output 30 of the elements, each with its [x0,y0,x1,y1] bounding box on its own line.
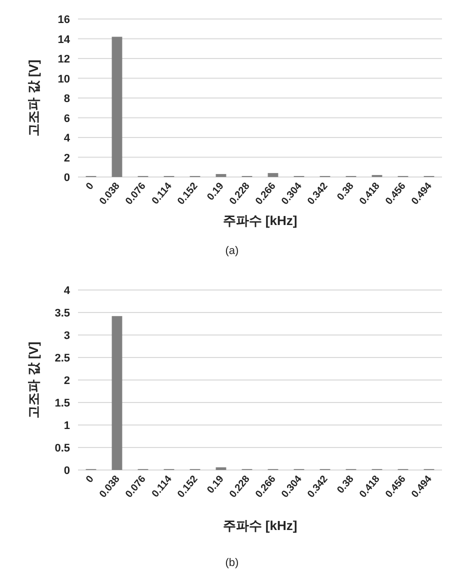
x-tick-label: 0 [84,474,97,486]
y-axis-title: 고조파 값 [V] [26,60,41,136]
y-tick-label: 8 [64,93,70,105]
y-tick-label: 1 [64,420,70,432]
x-axis-title: 주파수 [kHz] [222,213,298,228]
y-tick-label: 0.5 [54,442,70,454]
y-tick-label: 3 [64,330,70,342]
y-tick-label: 2.5 [54,352,70,364]
y-tick-label: 4 [64,285,71,297]
y-axis-title: 고조파 값 [V] [26,342,41,418]
x-axis-title: 주파수 [kHz] [222,518,298,533]
y-tick-label: 0 [64,172,70,184]
y-tick-label: 10 [58,73,70,86]
bar [112,316,122,470]
y-tick-label: 0 [64,465,70,477]
y-tick-label: 12 [58,54,70,66]
y-tick-label: 6 [64,112,70,125]
text: (b) [225,557,239,569]
y-tick-label: 2 [64,375,70,387]
y-tick-label: 16 [58,14,70,26]
x-tick-label: 0 [84,180,97,192]
bar [112,36,122,177]
y-tick-label: 3.5 [54,308,70,320]
bar [268,173,278,177]
text: (a) [225,245,239,257]
y-tick-label: 14 [58,34,71,46]
bar [216,174,226,177]
y-tick-label: 2 [64,152,70,164]
y-tick-label: 1.5 [54,398,70,410]
y-tick-label: 4 [64,132,71,144]
